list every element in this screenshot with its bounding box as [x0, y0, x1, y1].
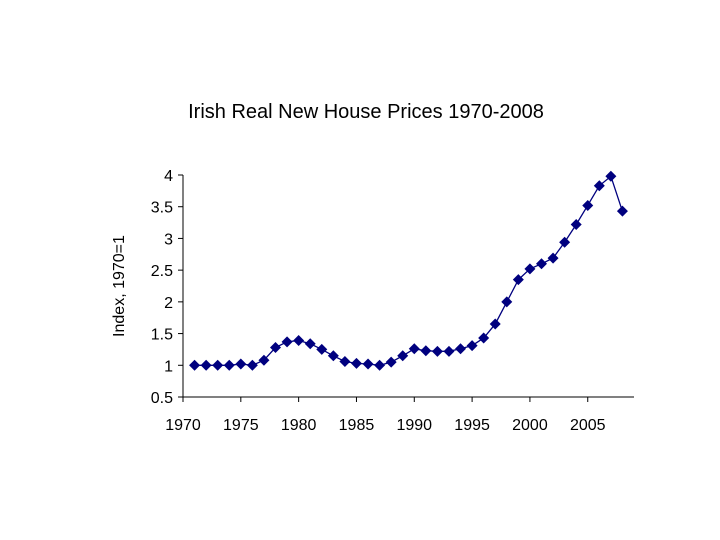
data-point-1994: [455, 343, 467, 355]
y-ticks: 0.5 1 1.5 2 2.5 3 3.5 4: [151, 168, 183, 407]
x-tick-label: 2000: [512, 417, 548, 434]
y-tick-label: 0.5: [151, 390, 173, 407]
chart-title: Irish Real New House Prices 1970-2008: [188, 101, 544, 123]
x-tick-label: 2005: [570, 417, 606, 434]
data-point-1973: [212, 359, 224, 371]
data-point-1996: [478, 332, 490, 344]
x-tick-label: 1985: [339, 417, 375, 434]
data-point-2004: [570, 218, 582, 230]
data-point-2002: [547, 252, 559, 264]
data-point-1971: [189, 359, 201, 371]
data-point-1998: [501, 296, 513, 308]
x-tick-label: 1990: [396, 417, 432, 434]
data-point-2006: [593, 180, 605, 192]
data-point-2000: [524, 263, 536, 275]
data-point-1982: [316, 343, 328, 355]
data-points: [189, 170, 628, 371]
y-tick-label: 2: [164, 295, 173, 312]
data-point-1985: [350, 357, 362, 369]
y-tick-label: 1.5: [151, 327, 173, 344]
x-tick-label: 1975: [223, 417, 259, 434]
data-point-1978: [270, 342, 282, 354]
data-point-1972: [200, 359, 212, 371]
data-point-2003: [559, 236, 571, 248]
x-tick-label: 1970: [165, 417, 201, 434]
y-tick-label: 1: [164, 358, 173, 375]
y-tick-label: 3.5: [151, 200, 173, 217]
y-axis-label: Index, 1970=1: [111, 235, 128, 337]
data-point-1989: [397, 350, 409, 362]
data-point-1997: [489, 318, 501, 330]
data-point-1991: [420, 345, 432, 357]
x-tick-label: 1980: [281, 417, 317, 434]
data-point-1979: [281, 336, 293, 348]
data-point-2007: [605, 170, 617, 182]
series-line: [194, 175, 624, 366]
data-point-2005: [582, 199, 594, 211]
data-point-1975: [235, 358, 247, 370]
data-point-2008: [616, 205, 628, 217]
data-point-1987: [374, 359, 386, 371]
data-point-1988: [385, 356, 397, 368]
data-point-1974: [223, 359, 235, 371]
data-point-1999: [512, 274, 524, 286]
data-point-1983: [327, 350, 339, 362]
data-point-1977: [258, 354, 270, 366]
data-point-1976: [246, 359, 258, 371]
y-tick-label: 2.5: [151, 263, 173, 280]
data-point-2001: [535, 258, 547, 270]
y-tick-label: 3: [164, 231, 173, 248]
data-point-1980: [293, 335, 305, 347]
data-point-1995: [466, 340, 478, 352]
data-point-1990: [408, 343, 420, 355]
data-point-1986: [362, 358, 374, 370]
data-point-1993: [443, 345, 455, 357]
x-ticks: 1970 1975 1980 1985 1990 1995 2000 2005: [165, 397, 606, 434]
data-point-1984: [339, 355, 351, 367]
y-tick-label: 4: [164, 168, 173, 185]
data-point-1992: [431, 345, 443, 357]
x-tick-label: 1995: [454, 417, 490, 434]
data-point-1981: [304, 338, 316, 350]
